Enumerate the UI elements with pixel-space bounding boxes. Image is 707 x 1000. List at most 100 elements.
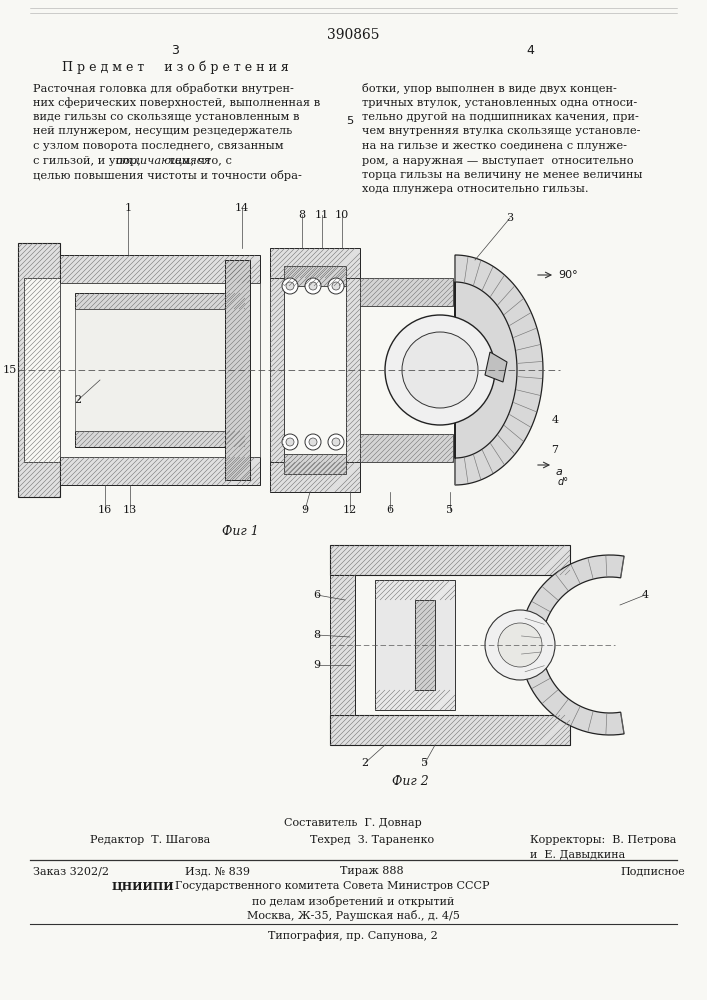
Text: 2: 2 [74,395,81,405]
Circle shape [498,623,542,667]
Text: и  Е. Давыдкина: и Е. Давыдкина [530,849,625,859]
Text: d°: d° [558,477,569,487]
Text: 14: 14 [235,203,249,213]
Bar [225,260,250,480]
Circle shape [328,434,344,450]
Text: 9: 9 [313,660,320,670]
Text: 5: 5 [421,758,428,768]
Text: 7: 7 [551,445,559,455]
Bar [60,255,260,283]
Text: Изд. № 839: Изд. № 839 [185,866,250,876]
Text: 11: 11 [315,210,329,220]
Circle shape [485,610,555,680]
Text: 4: 4 [641,590,648,600]
Text: 12: 12 [343,505,357,515]
Circle shape [385,315,495,425]
Circle shape [286,438,294,446]
Text: Расточная головка для обработки внутрен-: Расточная головка для обработки внутрен- [33,83,294,94]
Text: Подписное: Подписное [620,866,685,876]
Text: тем, что, с: тем, что, с [165,155,232,165]
Text: ней плунжером, несущим резцедержатель: ней плунжером, несущим резцедержатель [33,126,292,136]
Text: Редактор  Т. Шагова: Редактор Т. Шагова [90,835,210,845]
Text: 9: 9 [301,505,308,515]
Text: них сферических поверхностей, выполненная в: них сферических поверхностей, выполненна… [33,98,320,108]
Text: 4: 4 [526,44,534,57]
Bar [360,434,453,462]
Text: 3: 3 [506,213,513,223]
Text: с узлом поворота последнего, связанным: с узлом поворота последнего, связанным [33,141,284,151]
Text: ботки, упор выполнен в виде двух концен-: ботки, упор выполнен в виде двух концен- [362,83,617,94]
Text: по делам изобретений и открытий: по делам изобретений и открытий [252,896,454,907]
Bar [60,283,260,457]
Circle shape [282,434,298,450]
Text: 5: 5 [346,116,354,126]
Text: 10: 10 [335,210,349,220]
Text: на на гильзе и жестко соединена с плунже-: на на гильзе и жестко соединена с плунже… [362,141,627,151]
Text: Фиг 1: Фиг 1 [221,525,258,538]
Text: отличающаяся: отличающаяся [116,155,211,165]
Polygon shape [520,555,624,735]
Text: Государственного комитета Совета Министров СССР: Государственного комитета Совета Министр… [175,881,489,891]
Bar [284,454,346,474]
Circle shape [328,278,344,294]
Text: Тираж 888: Тираж 888 [340,866,404,876]
Bar [284,266,346,286]
Text: 8: 8 [298,210,305,220]
Text: 16: 16 [98,505,112,515]
Circle shape [282,278,298,294]
Text: 15: 15 [3,365,17,375]
Bar [270,248,360,278]
Circle shape [332,282,340,290]
Text: ЦНИИПИ: ЦНИИПИ [112,881,175,892]
Text: целью повышения чистоты и точности обра-: целью повышения чистоты и точности обра- [33,170,302,181]
Circle shape [332,438,340,446]
Text: 13: 13 [123,505,137,515]
Circle shape [402,332,478,408]
Circle shape [286,282,294,290]
Text: Корректоры:  В. Петрова: Корректоры: В. Петрова [530,835,677,845]
Text: a: a [556,467,563,477]
Circle shape [309,438,317,446]
Text: ром, а наружная — выступает  относительно: ром, а наружная — выступает относительно [362,155,633,165]
Text: с гильзой, и упор,: с гильзой, и упор, [33,155,144,165]
Bar [346,278,360,462]
Text: Заказ 3202/2: Заказ 3202/2 [33,866,109,876]
Text: Типография, пр. Сапунова, 2: Типография, пр. Сапунова, 2 [268,930,438,941]
Text: П р е д м е т     и з о б р е т е н и я: П р е д м е т и з о б р е т е н и я [62,60,288,74]
Bar [60,457,260,485]
Text: тельно другой на подшипниках качения, при-: тельно другой на подшипниках качения, пр… [362,112,639,122]
Text: Составитель  Г. Довнар: Составитель Г. Довнар [284,818,422,828]
Text: 8: 8 [313,630,320,640]
Text: Москва, Ж-35, Раушская наб., д. 4/5: Москва, Ж-35, Раушская наб., д. 4/5 [247,910,460,921]
Text: 2: 2 [361,758,368,768]
Bar [24,278,60,462]
Circle shape [305,434,321,450]
Text: 6: 6 [313,590,320,600]
Text: 6: 6 [387,505,394,515]
Text: Техред  З. Тараненко: Техред З. Тараненко [310,835,434,845]
Bar [360,278,453,306]
Bar [75,293,245,309]
Bar [75,431,245,447]
Text: Фиг 2: Фиг 2 [392,775,428,788]
Circle shape [309,282,317,290]
Text: тричных втулок, установленных одна относи-: тричных втулок, установленных одна относ… [362,98,637,107]
Text: 3: 3 [171,44,179,57]
Bar [75,309,245,431]
Circle shape [305,278,321,294]
Bar [330,575,355,715]
Bar [270,278,284,462]
Bar [18,243,60,497]
Bar [270,462,360,492]
Polygon shape [455,255,543,485]
Text: виде гильзы со скользяще установленным в: виде гильзы со скользяще установленным в [33,112,300,122]
Text: 1: 1 [124,203,132,213]
Text: 390865: 390865 [327,28,379,42]
Polygon shape [485,352,507,382]
Text: чем внутренняя втулка скользяще установле-: чем внутренняя втулка скользяще установл… [362,126,641,136]
Bar [330,545,570,575]
Text: торца гильзы на величину не менее величины: торца гильзы на величину не менее величи… [362,170,643,180]
Text: 5: 5 [446,505,454,515]
Text: 90°: 90° [558,270,578,280]
Bar [415,600,435,690]
